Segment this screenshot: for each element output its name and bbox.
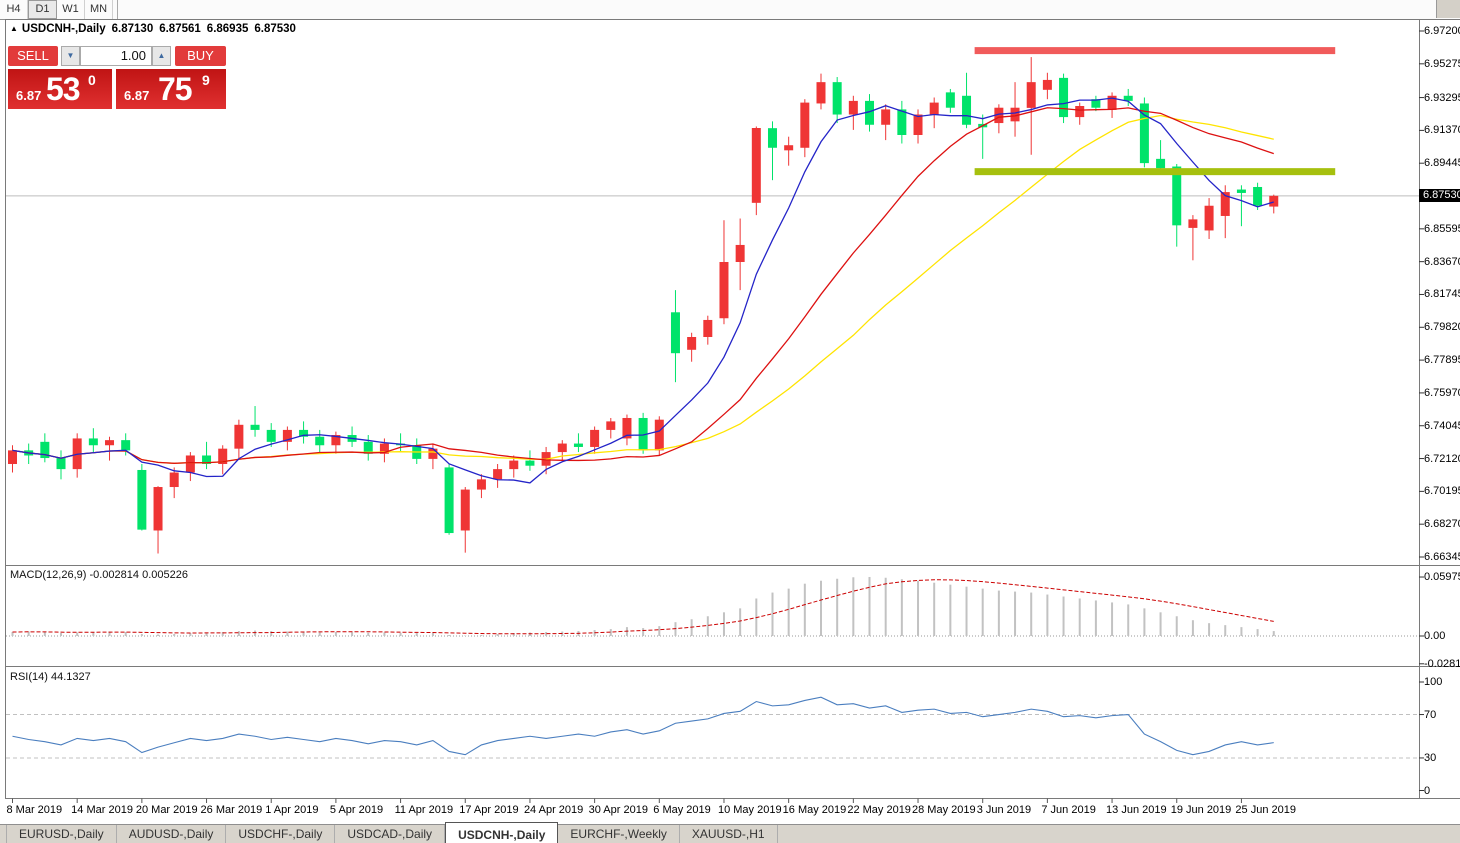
volume-input[interactable]: 1.00: [80, 46, 152, 66]
chevron-up-icon: ▲: [157, 51, 166, 60]
timeframe-mn-button[interactable]: MN: [85, 0, 113, 19]
chart-title: ▲ USDCNH-,Daily 6.87130 6.87561 6.86935 6.875…: [10, 23, 302, 35]
tab-xauusd-h1[interactable]: XAUUSD-,H1: [680, 825, 778, 843]
sell-price-button[interactable]: 6.87 53 0: [8, 69, 112, 109]
date-axis[interactable]: 8 Mar 2019 14 Mar 2019 20 Mar 2019 26 Mar 2…: [0, 0, 1460, 824]
tab-usdchf-daily[interactable]: USDCHF-,Daily: [226, 825, 336, 843]
date-tick: 17 Apr 2019: [459, 804, 519, 816]
sell-button[interactable]: SELL: [8, 46, 58, 66]
price-tick: 6.79820: [1424, 321, 1460, 334]
price-tick: 6.93295: [1424, 91, 1460, 104]
date-tick: 25 Jun 2019: [1235, 804, 1296, 816]
ohlc-low: 6.86935: [206, 23, 249, 35]
date-tick: 7 Jun 2019: [1041, 804, 1096, 816]
price-tick: 6.83670: [1424, 255, 1460, 268]
price-tick: 6.89445: [1424, 157, 1460, 170]
one-click-trading-panel: SELL ▼ 1.00 ▲ BUY 6.87 53 0 6.87 75 9: [8, 46, 226, 109]
date-tick: 20 Mar 2019: [135, 804, 198, 816]
tab-usdcad-daily[interactable]: USDCAD-,Daily: [335, 825, 446, 843]
current-price-tag: 6.87530: [1419, 189, 1460, 203]
tab-eurchf-weekly[interactable]: EURCHF-,Weekly: [558, 825, 680, 843]
macd-tick: -0.02816: [1424, 657, 1460, 670]
macd-axis: 0.059758 0.00 -0.02816: [1424, 0, 1460, 824]
buy-button[interactable]: BUY: [175, 46, 226, 66]
price-tick: 6.81745: [1424, 288, 1460, 301]
rsi-axis: 100 70 30 0: [1424, 0, 1460, 824]
timeframe-h4-button[interactable]: H4: [0, 0, 28, 19]
price-tick: 6.68270: [1424, 518, 1460, 531]
macd-tick: 0.059758: [1424, 571, 1460, 584]
buy-price-button[interactable]: 6.87 75 9: [116, 69, 226, 109]
date-tick: 24 Apr 2019: [523, 804, 584, 816]
tab-eurusd-daily[interactable]: EURUSD-,Daily: [6, 825, 117, 843]
date-tick: 22 May 2019: [847, 804, 911, 816]
date-tick: 10 May 2019: [717, 804, 782, 816]
price-axis[interactable]: 6.97200 6.95275 6.93295 6.91370 6.89445 6.855…: [1424, 0, 1460, 824]
buy-price-pips: 75: [158, 71, 193, 107]
rsi-label: RSI(14) 44.1327: [10, 671, 91, 683]
price-tick: 6.72120: [1424, 452, 1460, 465]
toolbar-corner-box: [1436, 0, 1460, 18]
buy-price-base: 6.87: [124, 88, 150, 103]
date-tick: 8 Mar 2019: [6, 804, 63, 816]
date-tick: 13 Jun 2019: [1106, 804, 1167, 816]
ohlc-close: 6.87530: [254, 23, 296, 35]
timeframe-w1-button[interactable]: W1: [57, 0, 85, 19]
macd-tick: 0.00: [1424, 630, 1446, 642]
chevron-down-icon: ▼: [66, 51, 75, 60]
symbol-period-label: USDCNH-,Daily: [21, 23, 106, 35]
tab-audusd-daily[interactable]: AUDUSD-,Daily: [117, 825, 227, 843]
date-tick: 19 Jun 2019: [1170, 804, 1232, 816]
price-tick: 6.75970: [1424, 386, 1460, 399]
ohlc-open: 6.87130: [111, 23, 154, 35]
price-tick: 6.66345: [1424, 551, 1460, 563]
chart-tabs-bar: EURUSD-,Daily AUDUSD-,Daily USDCHF-,Dail…: [0, 822, 1460, 843]
price-tick: 6.91370: [1424, 124, 1460, 137]
rsi-tick: 30: [1424, 751, 1437, 764]
timeframe-toolbar: H4 D1 W1 MN: [0, 0, 1460, 20]
sell-price-pips: 53: [46, 71, 81, 107]
date-tick: 3 Jun 2019: [976, 804, 1032, 816]
price-tick: 6.77895: [1424, 354, 1460, 367]
sell-price-point: 0: [88, 72, 96, 88]
date-tick: 5 Apr 2019: [329, 804, 384, 816]
price-tick: 6.95275: [1424, 57, 1460, 70]
date-tick: 14 Mar 2019: [71, 804, 133, 816]
toolbar-separator: [117, 0, 118, 19]
date-tick: 30 Apr 2019: [588, 804, 648, 816]
price-tick: 6.85595: [1424, 222, 1460, 235]
rsi-tick: 0: [1424, 784, 1431, 797]
volume-decrease-button[interactable]: ▼: [61, 46, 80, 66]
volume-increase-button[interactable]: ▲: [152, 46, 171, 66]
date-tick: 1 Apr 2019: [265, 804, 319, 816]
date-tick: 16 May 2019: [782, 804, 847, 816]
chart-canvas[interactable]: [0, 0, 1460, 824]
price-tick: 6.70195: [1424, 485, 1460, 498]
date-tick: 11 Apr 2019: [394, 804, 454, 816]
date-tick: 6 May 2019: [653, 804, 711, 816]
sell-price-base: 6.87: [16, 88, 42, 103]
ohlc-high: 6.87561: [159, 23, 201, 35]
timeframe-d1-button[interactable]: D1: [28, 0, 57, 19]
buy-price-point: 9: [202, 72, 210, 88]
rsi-tick: 70: [1424, 708, 1437, 721]
macd-label: MACD(12,26,9) -0.002814 0.005226: [10, 569, 188, 581]
rsi-tick: 100: [1424, 676, 1443, 688]
date-tick: 26 Mar 2019: [200, 804, 263, 816]
price-tick: 6.74045: [1424, 419, 1460, 432]
collapse-triangle-icon[interactable]: ▲: [10, 24, 18, 33]
tab-usdcnh-daily[interactable]: USDCNH-,Daily: [445, 822, 559, 843]
price-tick: 6.97200: [1424, 25, 1460, 37]
date-tick: 28 May 2019: [912, 804, 976, 816]
